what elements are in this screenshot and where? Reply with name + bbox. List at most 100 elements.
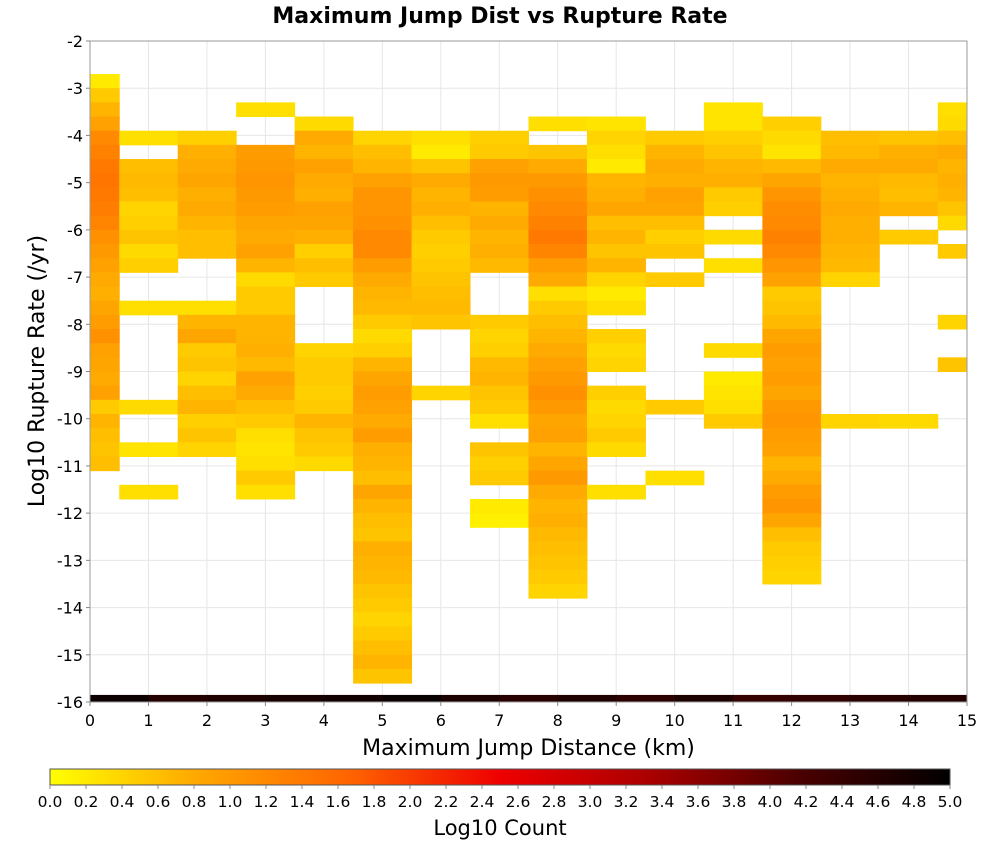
heatmap-cell (411, 314, 471, 330)
heatmap-cell (236, 187, 296, 203)
heatmap-cell (820, 130, 880, 146)
heatmap-cell (236, 229, 296, 245)
heatmap-cell (90, 314, 120, 330)
heatmap-cell (703, 159, 763, 174)
heatmap-cell (90, 144, 120, 160)
heatmap-cell (236, 258, 296, 273)
heatmap-cell (645, 215, 705, 231)
colorbar-tick-label: 1.8 (362, 793, 387, 811)
heatmap-cell (820, 144, 880, 160)
heatmap-cell (353, 258, 413, 273)
heatmap-cell (937, 314, 968, 330)
x-tick-label: 14 (898, 711, 918, 730)
heatmap-cell (937, 357, 968, 372)
heatmap-cell (645, 470, 705, 486)
heatmap-cell-bottom (382, 694, 442, 702)
heatmap-cell (937, 144, 968, 160)
heatmap-cell (236, 215, 296, 231)
heatmap-cell (586, 144, 646, 160)
heatmap-cell (937, 201, 968, 217)
heatmap-cell (586, 272, 646, 288)
heatmap-cell (119, 159, 179, 174)
colorbar-tick-label: 1.4 (290, 793, 315, 811)
heatmap-cell (528, 286, 588, 302)
heatmap-cell (236, 456, 296, 472)
y-tick-label: -4 (67, 126, 83, 145)
heatmap-cell (703, 102, 763, 118)
heatmap-cell (645, 144, 705, 160)
heatmap-cell (119, 442, 179, 457)
heatmap-cell (703, 371, 763, 387)
heatmap-cell (528, 187, 588, 203)
heatmap-cell (177, 173, 237, 188)
heatmap-cell (645, 201, 705, 217)
colorbar-tick-label: 4.6 (866, 793, 891, 811)
heatmap-cell (528, 513, 588, 528)
heatmap-cell (353, 541, 413, 557)
heatmap-cell (90, 428, 120, 443)
heatmap-cell (703, 187, 763, 203)
heatmap-cell (90, 258, 120, 273)
heatmap-cell (353, 272, 413, 288)
colorbar-tick-label: 4.2 (794, 793, 819, 811)
heatmap-cell (470, 470, 529, 486)
heatmap-cell (90, 187, 120, 203)
heatmap-cell (470, 130, 529, 146)
heatmap-cell (90, 272, 120, 288)
heatmap-cell (937, 244, 968, 259)
heatmap-cell (177, 442, 237, 457)
heatmap-cell (586, 286, 646, 302)
heatmap-cell (528, 583, 588, 599)
y-axis-label: Log10 Rupture Rate (/yr) (25, 235, 50, 507)
heatmap-cell (177, 201, 237, 217)
heatmap-cell (353, 612, 413, 627)
x-tick-label: 6 (436, 711, 446, 730)
x-tick-label: 8 (553, 711, 563, 730)
heatmap-cell (90, 399, 120, 415)
heatmap-cell (820, 272, 880, 288)
heatmap-cell (528, 442, 588, 457)
heatmap-cell (236, 102, 296, 118)
heatmap-cell (762, 357, 822, 372)
heatmap-cell (762, 173, 822, 188)
x-tick-label: 5 (377, 711, 387, 730)
heatmap-cell-bottom (323, 694, 383, 702)
heatmap-cell (762, 215, 822, 231)
heatmap-cell (294, 272, 354, 288)
x-axis-label: Maximum Jump Distance (km) (362, 736, 695, 761)
heatmap-cell (879, 144, 939, 160)
heatmap-cell (645, 159, 705, 174)
y-tick-label: -8 (67, 315, 83, 334)
heatmap-cell (294, 130, 354, 146)
heatmap-cell (294, 371, 354, 387)
heatmap-cell (177, 357, 237, 372)
x-tick-label: 4 (319, 711, 329, 730)
heatmap-cell (937, 102, 968, 118)
heatmap-cell (762, 272, 822, 288)
y-tick-label: -10 (57, 410, 83, 429)
x-tick-label: 7 (494, 711, 504, 730)
heatmap-cell (762, 343, 822, 358)
heatmap-cell (90, 74, 120, 89)
heatmap-cell (528, 314, 588, 330)
heatmap-cell (762, 187, 822, 203)
colorbar-tick-label: 2.4 (470, 793, 495, 811)
heatmap-cell (470, 215, 529, 231)
heatmap-cell (470, 229, 529, 245)
heatmap-cell (879, 159, 939, 174)
heatmap-cell (586, 187, 646, 203)
heatmap-cell (411, 187, 471, 203)
heatmap-cell (470, 513, 529, 528)
heatmap-cell (90, 371, 120, 387)
heatmap-cell (90, 286, 120, 302)
heatmap-cell (528, 541, 588, 557)
heatmap-cell (703, 201, 763, 217)
heatmap-cell (762, 159, 822, 174)
heatmap-cell (586, 343, 646, 358)
heatmap-cell (762, 470, 822, 486)
heatmap-cell (177, 215, 237, 231)
heatmap-cell (470, 258, 529, 273)
colorbar-tick-label: 2.2 (434, 793, 459, 811)
heatmap-cell (294, 385, 354, 401)
heatmap-cell (820, 201, 880, 217)
